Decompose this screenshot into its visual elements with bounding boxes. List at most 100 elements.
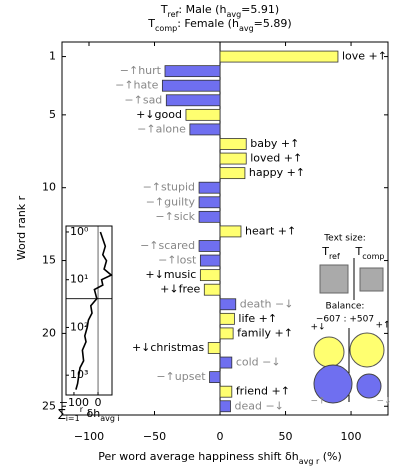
- text-part: : Male (: [178, 3, 219, 16]
- text-part: δh: [83, 407, 100, 420]
- text-part: avg r: [299, 457, 320, 466]
- bar: [219, 152, 247, 165]
- text-part: avg: [226, 10, 241, 19]
- bar-label: −↑alone: [137, 122, 186, 135]
- bar: [219, 298, 237, 311]
- inset-x-tick-label: 0: [95, 396, 102, 409]
- y-axis-label: Word rank r: [15, 195, 28, 260]
- balance-title: Balance:: [326, 302, 365, 312]
- text-part: ∑: [58, 407, 66, 420]
- bar: [198, 196, 221, 209]
- y-tick-label: 20: [42, 326, 56, 339]
- bar: [189, 123, 221, 136]
- inset-y-tick-label: 10⁰: [70, 225, 89, 238]
- y-tick-label: 5: [49, 108, 56, 121]
- balance-circle: [313, 336, 345, 368]
- text-part: (%): [319, 450, 342, 463]
- bar: [198, 181, 221, 194]
- comp-size-square: [359, 267, 384, 292]
- bar-label: loved +↑: [250, 152, 302, 165]
- bar: [219, 356, 233, 369]
- text-part: h: [232, 17, 239, 30]
- bar: [219, 327, 234, 340]
- bar-label: −↑hurt: [120, 64, 162, 77]
- bar: [185, 108, 221, 121]
- bar-label: life +↑: [238, 312, 277, 325]
- bar: [207, 342, 221, 354]
- bar: [198, 210, 221, 223]
- bar: [219, 385, 233, 398]
- bar-label: +↓good: [136, 108, 182, 121]
- bar-label: +↓christmas: [132, 341, 205, 354]
- x-tick-label: 0: [217, 430, 224, 443]
- bar-label: −↑guilty: [146, 195, 196, 208]
- text-part: comp: [155, 24, 177, 33]
- balance-circle: [349, 332, 385, 368]
- balance-label: +↓: [310, 323, 325, 333]
- balance-label: −↑: [310, 397, 325, 407]
- comp-label: Tcomp: [355, 245, 385, 261]
- ref-size-square: [319, 264, 349, 294]
- x-tick-label: 100: [341, 430, 362, 443]
- balance-circle: [313, 364, 353, 404]
- bar-label: friend +↑: [236, 385, 290, 398]
- bar-label: −↑upset: [156, 370, 206, 383]
- text-part: Per word average happiness shift δh: [98, 450, 298, 463]
- ref-label: Tref: [321, 245, 340, 261]
- y-tick-label: 10: [42, 181, 56, 194]
- text-part: avg: [239, 24, 254, 33]
- text-part: ref: [168, 10, 179, 19]
- bar-label: death −↓: [240, 297, 294, 310]
- text-part: comp: [362, 252, 384, 261]
- bar: [164, 65, 221, 78]
- bar: [209, 371, 221, 384]
- text-part: =5.89): [254, 17, 292, 30]
- bar-label: +↓free: [160, 283, 200, 296]
- bar: [219, 167, 246, 180]
- bar-label: +↓music: [145, 268, 196, 281]
- bar: [199, 254, 221, 267]
- text-part: =5.91): [241, 3, 279, 16]
- bar: [199, 269, 221, 282]
- text-part: i=1: [66, 414, 80, 423]
- bar: [161, 79, 221, 92]
- text-part: T: [321, 245, 329, 258]
- plot-frame: [61, 41, 389, 416]
- bar-label: −↑sad: [124, 93, 162, 106]
- inset-frame: [65, 225, 113, 396]
- bar: [219, 50, 339, 63]
- inset-y-tick-label: 10¹: [70, 273, 88, 286]
- cumulative-line: [75, 231, 113, 390]
- bar-label: −↑scared: [140, 239, 195, 252]
- x-tick-label: 50: [279, 430, 293, 443]
- text-part: ref: [329, 252, 340, 261]
- text-part: T: [147, 17, 155, 30]
- balance-circle: [356, 373, 382, 399]
- bar-label: family +↑: [237, 326, 293, 339]
- x-tick-label: −50: [143, 430, 166, 443]
- inset-label: ∑i=1r δhavg i: [58, 405, 119, 423]
- balance-totals: −607 : +507: [316, 315, 374, 325]
- balance-label: −↓: [376, 397, 391, 407]
- bar: [165, 94, 221, 107]
- bar-label: −↑lost: [158, 254, 197, 267]
- bar: [203, 283, 221, 296]
- bar-label: happy +↑: [249, 166, 305, 179]
- bar: [219, 400, 231, 413]
- text-part: avg i: [100, 414, 119, 423]
- inset-x-tick-label: −100: [59, 396, 89, 409]
- bar: [219, 312, 235, 325]
- text-part: r: [80, 405, 84, 414]
- chart-title: Tref: Male (havg=5.91): [160, 3, 279, 19]
- y-tick-label: 25: [42, 399, 56, 412]
- y-tick-label: 15: [42, 254, 56, 267]
- text-size-title: Text size:: [323, 234, 366, 244]
- x-tick-label: −100: [74, 430, 104, 443]
- bar-label: −↑hate: [115, 79, 158, 92]
- x-axis-label: Per word average happiness shift δhavg r…: [98, 450, 342, 466]
- text-part: T: [355, 245, 363, 258]
- bar-label: −↑sick: [155, 210, 195, 223]
- bar-label: cold −↓: [236, 356, 281, 369]
